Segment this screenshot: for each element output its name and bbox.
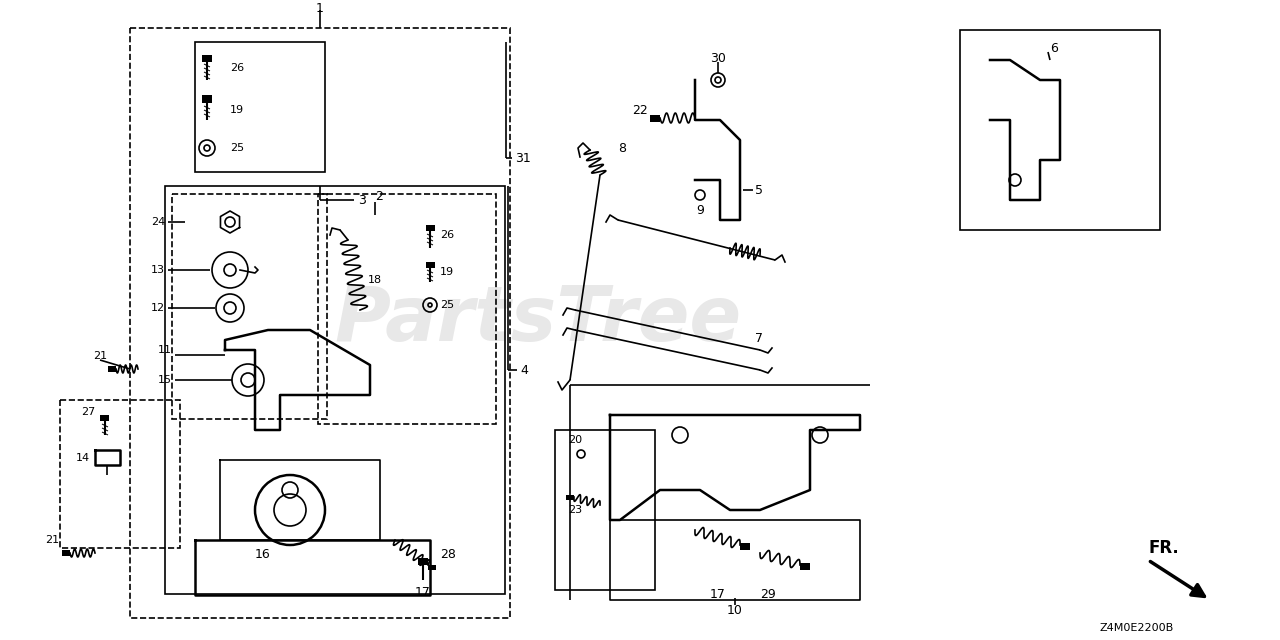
- Text: Z4M0E2200B: Z4M0E2200B: [1100, 623, 1174, 633]
- Text: 25: 25: [440, 300, 454, 310]
- Bar: [61, 550, 70, 556]
- Text: 18: 18: [369, 275, 383, 285]
- Text: 31: 31: [515, 152, 531, 164]
- Bar: [60, 400, 180, 548]
- Text: 19: 19: [440, 267, 454, 277]
- Text: 6: 6: [1050, 42, 1057, 54]
- Text: 2: 2: [375, 189, 383, 202]
- Bar: [556, 430, 655, 590]
- Text: 21: 21: [45, 535, 59, 545]
- Bar: [570, 450, 591, 458]
- Bar: [108, 366, 116, 372]
- Text: 25: 25: [230, 143, 244, 153]
- Text: 19: 19: [230, 105, 244, 115]
- Bar: [131, 28, 509, 618]
- Text: 27: 27: [81, 407, 95, 417]
- Text: 13: 13: [151, 265, 165, 275]
- Text: 9: 9: [696, 204, 704, 216]
- Text: 22: 22: [632, 104, 648, 116]
- Text: 17: 17: [710, 589, 726, 602]
- Bar: [740, 543, 750, 550]
- Text: 29: 29: [760, 589, 776, 602]
- Bar: [426, 225, 435, 231]
- Bar: [650, 115, 660, 122]
- Text: 17: 17: [415, 586, 431, 600]
- Text: 14: 14: [76, 453, 90, 463]
- Text: 20: 20: [568, 435, 582, 445]
- Text: 24: 24: [151, 217, 165, 227]
- Text: 11: 11: [157, 345, 172, 355]
- Text: 10: 10: [727, 604, 742, 616]
- Text: 7: 7: [755, 332, 763, 344]
- Text: 28: 28: [440, 548, 456, 561]
- Bar: [428, 565, 436, 570]
- Bar: [566, 495, 573, 500]
- Text: 26: 26: [230, 63, 244, 73]
- Bar: [195, 42, 325, 172]
- Bar: [202, 95, 212, 103]
- Bar: [165, 186, 506, 594]
- Bar: [202, 55, 212, 62]
- Text: 8: 8: [618, 141, 626, 154]
- Text: 26: 26: [440, 230, 454, 240]
- Text: 16: 16: [255, 548, 271, 561]
- Text: 4: 4: [520, 364, 527, 376]
- Bar: [426, 262, 435, 268]
- Bar: [419, 558, 428, 565]
- Text: 3: 3: [358, 193, 366, 207]
- Text: 12: 12: [151, 303, 165, 313]
- Bar: [960, 30, 1160, 230]
- Text: 15: 15: [157, 375, 172, 385]
- Bar: [172, 194, 326, 419]
- Text: PartsTree: PartsTree: [334, 283, 741, 357]
- Text: 1: 1: [316, 1, 324, 15]
- Text: 23: 23: [568, 505, 582, 515]
- Bar: [800, 563, 810, 570]
- Text: 21: 21: [93, 351, 108, 361]
- Text: 5: 5: [755, 184, 763, 196]
- Text: 30: 30: [710, 51, 726, 65]
- Bar: [317, 194, 497, 424]
- Bar: [100, 415, 109, 421]
- Text: FR.: FR.: [1148, 539, 1179, 557]
